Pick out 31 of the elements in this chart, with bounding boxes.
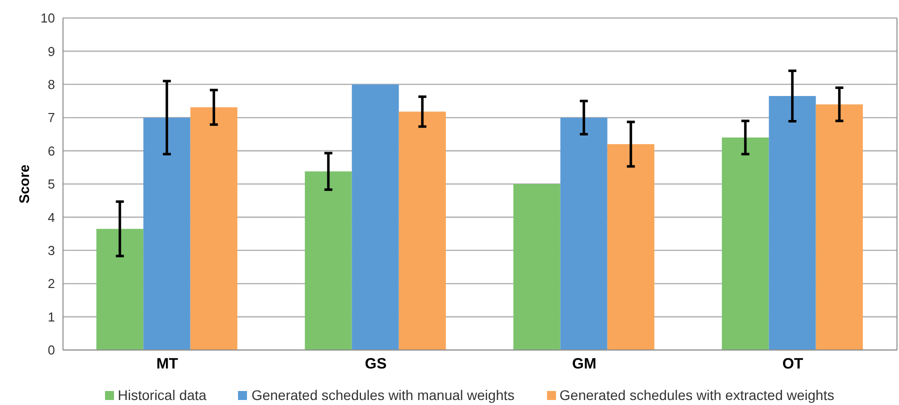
- bar: [96, 228, 144, 350]
- y-tick-label: 0: [48, 342, 55, 358]
- legend-label: Generated schedules with extracted weights: [558, 387, 834, 403]
- x-tick-label: OT: [782, 356, 804, 373]
- bar: [143, 118, 190, 350]
- y-tick-label: 3: [48, 243, 55, 258]
- bar: [768, 96, 816, 350]
- bar: [816, 104, 863, 350]
- x-tick-label: MT: [156, 356, 178, 373]
- bar: [352, 84, 399, 350]
- y-tick-label: 6: [48, 143, 55, 158]
- bar: [722, 138, 769, 350]
- bar: [304, 171, 352, 350]
- y-tick-label: 1: [48, 309, 55, 324]
- y-tick-label: 7: [48, 110, 55, 126]
- x-tick-label: GS: [364, 356, 387, 373]
- bar: [513, 184, 560, 350]
- bar: [560, 118, 608, 350]
- y-tick-label: 2: [48, 276, 55, 292]
- legend-label: Historical data: [116, 387, 206, 403]
- y-tick-label: 4: [48, 210, 55, 225]
- bar: [190, 107, 238, 350]
- y-tick-label: 5: [48, 176, 55, 192]
- y-tick-label: 9: [48, 44, 55, 59]
- bar: [607, 144, 654, 350]
- legend-label: Generated schedules with manual weights: [250, 387, 515, 403]
- bar: [398, 112, 446, 350]
- y-tick-label: 8: [48, 77, 55, 92]
- x-tick-label: GM: [572, 356, 596, 373]
- y-axis-title: Score: [16, 164, 32, 204]
- y-tick-label: 10: [40, 10, 55, 26]
